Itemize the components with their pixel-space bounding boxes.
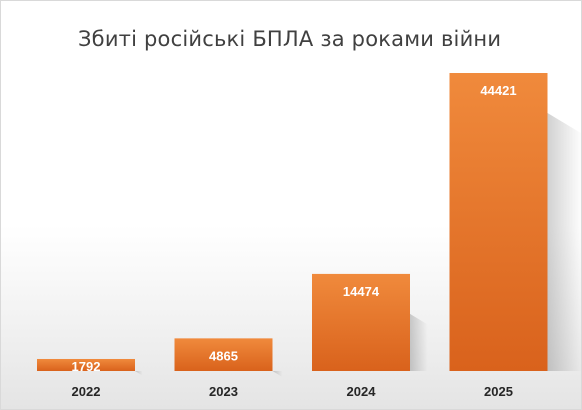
bar-shadow: [410, 313, 428, 371]
bar-2023: [174, 338, 273, 371]
bar-shadow: [135, 371, 143, 376]
x-tick-2025: 2025: [484, 384, 513, 399]
bars: [37, 73, 548, 371]
bar-shadow: [272, 371, 283, 377]
bar-2025: [449, 73, 548, 371]
data-label-2025: 44421: [480, 83, 516, 98]
x-tick-2023: 2023: [209, 384, 238, 399]
data-label-2022: 1792: [72, 359, 101, 374]
bar-shadow: [547, 113, 581, 371]
bar-2022: [37, 358, 135, 371]
chart-title: Збиті російські БПЛА за роками війни: [78, 27, 502, 51]
data-label-2024: 14474: [343, 284, 380, 299]
bar-shadows: [135, 113, 581, 377]
x-tick-2022: 2022: [72, 384, 101, 399]
bar-2024: [312, 273, 410, 371]
x-tick-2024: 2024: [347, 384, 377, 399]
data-label-2023: 4865: [209, 348, 238, 363]
data-labels: 1792 4865 14474 44421: [72, 83, 517, 374]
x-axis-ticks: 2022 2023 2024 2025: [72, 384, 513, 399]
